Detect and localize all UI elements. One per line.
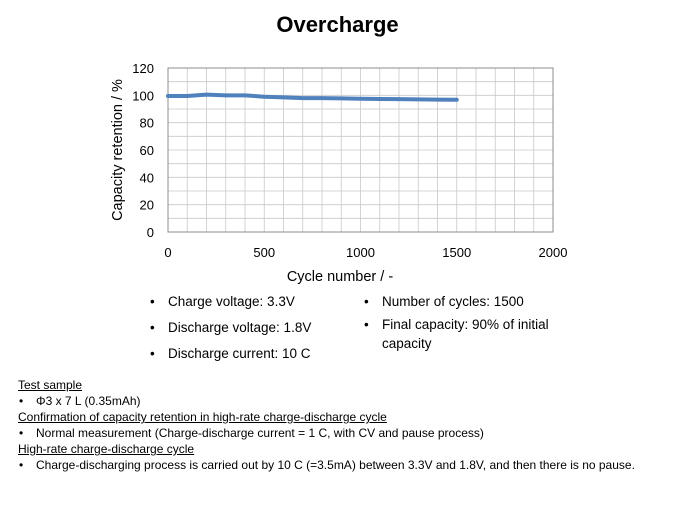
summary-item: Number of cycles: 1500 xyxy=(364,292,564,311)
data-point xyxy=(339,96,343,100)
data-point xyxy=(262,95,266,99)
data-point xyxy=(320,96,324,100)
capacity-retention-chart: 0 20 40 60 80 100 120 0 500 1000 1500 2000 Cycle num… xyxy=(110,61,568,285)
test-notes: Test sample Φ3 x 7 L (0.35mAh) Confirmat… xyxy=(18,377,658,473)
summary-item: Charge voltage: 3.3V xyxy=(150,292,360,311)
data-point xyxy=(359,97,362,101)
summary-left: Charge voltage: 3.3V Discharge voltage: … xyxy=(150,292,360,370)
note-heading: Confirmation of capacity retention in hi… xyxy=(18,410,387,424)
plot-frame xyxy=(167,67,554,233)
data-point xyxy=(243,93,247,97)
y-tick-label: 80 xyxy=(140,116,154,131)
x-tick-label: 2000 xyxy=(539,245,568,260)
data-point xyxy=(185,94,189,98)
data-point xyxy=(301,96,305,100)
summary-item: Discharge voltage: 1.8V xyxy=(150,318,360,337)
data-point xyxy=(436,98,439,102)
y-tick-label: 20 xyxy=(140,198,154,213)
note-heading: Test sample xyxy=(18,378,83,392)
x-axis-label: Cycle number / - xyxy=(287,269,394,285)
note-item: Normal measurement (Charge-discharge cur… xyxy=(18,425,658,441)
data-point xyxy=(166,94,170,98)
x-tick-label: 1000 xyxy=(346,245,375,260)
data-point xyxy=(282,95,285,99)
x-tick-label: 500 xyxy=(253,245,275,260)
data-point xyxy=(416,97,420,101)
summary-item: Final capacity: 90% of initial capacity xyxy=(364,315,564,353)
y-axis-label: Capacity retention / % xyxy=(110,79,126,221)
data-point xyxy=(378,97,382,101)
page-title: Overcharge xyxy=(276,12,399,37)
y-tick-label: 0 xyxy=(147,225,154,240)
y-tick-label: 100 xyxy=(132,88,154,103)
data-point xyxy=(455,98,459,102)
note-heading: High-rate charge-discharge cycle xyxy=(18,442,195,456)
x-tick-label: 1500 xyxy=(442,245,471,260)
data-point xyxy=(397,97,401,101)
summary-item: Discharge current: 10 C xyxy=(150,344,360,363)
note-item: Charge-discharging process is carried ou… xyxy=(18,457,658,473)
data-point xyxy=(205,93,208,97)
y-tick-label: 60 xyxy=(140,143,154,158)
y-tick-label: 120 xyxy=(132,61,154,76)
series-line xyxy=(166,92,459,102)
y-tick-label: 40 xyxy=(140,170,154,185)
note-item: Φ3 x 7 L (0.35mAh) xyxy=(18,393,658,409)
summary-right: Number of cycles: 1500 Final capacity: 9… xyxy=(364,292,564,357)
x-tick-label: 0 xyxy=(164,245,171,260)
data-point xyxy=(224,93,228,97)
